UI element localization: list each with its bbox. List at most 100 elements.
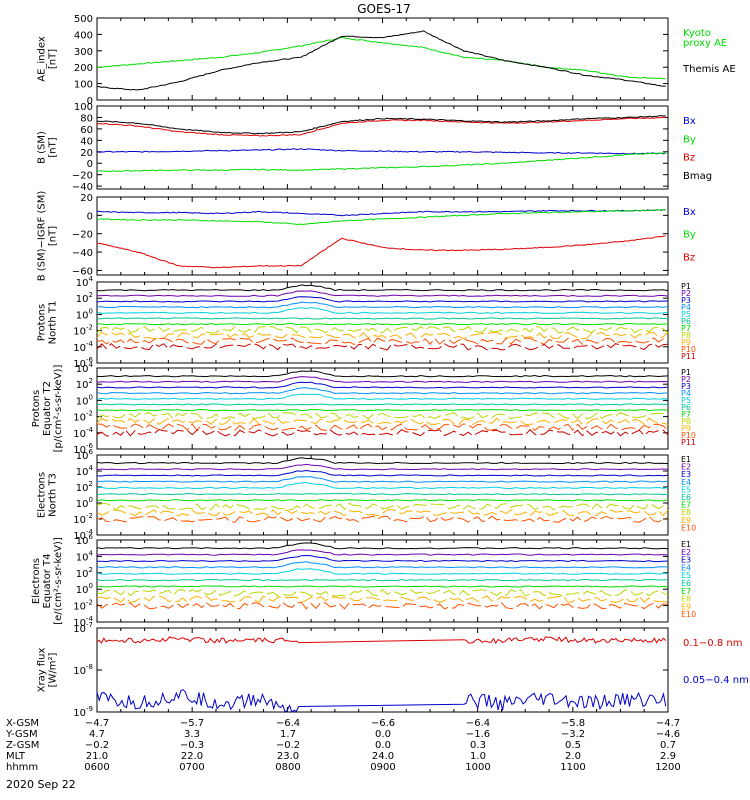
series-line-by bbox=[96, 209, 666, 226]
legend-label: P10 bbox=[681, 345, 696, 354]
x-tick-label: 4.7 bbox=[89, 729, 105, 740]
y-tick-label: −40 bbox=[72, 182, 93, 193]
x-tick-label: −1.6 bbox=[466, 729, 490, 740]
legend-label: P6 bbox=[681, 317, 691, 326]
x-row-label: Y-GSM bbox=[5, 729, 38, 740]
y-tick-label: 100 bbox=[74, 102, 93, 113]
y-tick-label: 10-8 bbox=[73, 663, 93, 677]
y-axis-label: [p/(cm²-s-sr-keV)] bbox=[53, 365, 64, 453]
x-tick-label: −3.2 bbox=[561, 729, 585, 740]
legend-label: By bbox=[683, 230, 696, 241]
y-tick-label: 400 bbox=[74, 30, 93, 41]
x-row-label: Z-GSM bbox=[6, 740, 39, 751]
legend-label: Bx bbox=[683, 116, 696, 127]
x-tick-label: 0600 bbox=[84, 762, 109, 773]
flux-line-p8 bbox=[96, 325, 669, 334]
y-tick-label: 10-2 bbox=[73, 410, 93, 424]
flux-line-e1 bbox=[96, 542, 669, 550]
panel-frame bbox=[96, 367, 669, 450]
legend-label: P5 bbox=[681, 396, 691, 405]
series-line-0-1-0-8-nm bbox=[96, 636, 667, 645]
y-axis-label: Equator T2 bbox=[42, 381, 53, 436]
legend-label: P8 bbox=[681, 417, 691, 426]
legend-label: E2 bbox=[681, 548, 691, 557]
series-line-bz bbox=[96, 235, 666, 269]
y-tick-label: 102 bbox=[76, 291, 93, 305]
legend-label: P11 bbox=[681, 352, 696, 361]
legend-label: E10 bbox=[681, 523, 696, 532]
flux-line-p1 bbox=[96, 370, 669, 378]
x-tick-label: −0.2 bbox=[276, 740, 300, 751]
flux-line-p5 bbox=[96, 307, 669, 314]
y-tick-label: 102 bbox=[76, 566, 93, 580]
flux-line-p3 bbox=[96, 296, 669, 303]
y-tick-label: −40 bbox=[72, 248, 93, 259]
legend-label: 0.05−0.4 nm bbox=[683, 675, 749, 686]
x-tick-label: 22.0 bbox=[181, 751, 203, 762]
x-axis-table: X-GSM −4.7 −5.7 −6.4 −6.6 −6.4 −5.8 −4.7 Y-GSM 4.… bbox=[5, 718, 681, 773]
y-tick-label: 10-2 bbox=[73, 324, 93, 338]
y-axis-label: B (SM) bbox=[37, 131, 48, 164]
legend-label: Bmag bbox=[683, 171, 712, 182]
x-tick-label: 0900 bbox=[370, 762, 395, 773]
flux-line-e5 bbox=[96, 568, 669, 575]
panel-frame bbox=[96, 196, 669, 276]
x-tick-label: −4.6 bbox=[656, 729, 680, 740]
chart-title: GOES-17 bbox=[357, 2, 411, 16]
y-tick-label: 104 bbox=[76, 464, 94, 478]
panel-frame bbox=[96, 105, 669, 190]
legend-label: P4 bbox=[681, 389, 691, 398]
legend-label: E4 bbox=[681, 478, 691, 487]
y-tick-label: 100 bbox=[76, 307, 93, 321]
legend-label: E5 bbox=[681, 571, 691, 580]
y-tick-label: 102 bbox=[76, 377, 93, 391]
x-tick-label: 24.0 bbox=[372, 751, 394, 762]
flux-line-e6 bbox=[96, 492, 669, 496]
flux-line-p1 bbox=[96, 284, 669, 292]
legend-label: P3 bbox=[681, 296, 691, 305]
date-label: 2020 Sep 22 bbox=[6, 778, 76, 791]
y-tick-label: −60 bbox=[72, 266, 93, 277]
flux-line-e4 bbox=[96, 561, 669, 569]
y-tick-label: 10-7 bbox=[73, 621, 93, 635]
legend-label: Themis AE bbox=[682, 64, 736, 75]
x-tick-label: 1.7 bbox=[280, 729, 296, 740]
x-tick-label: −4.7 bbox=[656, 718, 680, 729]
panel-3: 20 0 −20 −40 −60 B (SM)−IGRF (SM) [nT] Bx By Bz bbox=[37, 191, 696, 282]
x-tick-label: 3.3 bbox=[184, 729, 200, 740]
flux-line-e2 bbox=[96, 549, 669, 556]
y-axis-label: [nT] bbox=[48, 137, 59, 157]
legend-label: P1 bbox=[681, 368, 691, 377]
y-axis-label: Xray flux bbox=[37, 648, 48, 693]
legend-label: E9 bbox=[681, 516, 691, 525]
legend-label: By bbox=[683, 134, 696, 145]
y-tick-label: −20 bbox=[72, 230, 93, 241]
legend-label: E1 bbox=[681, 455, 691, 464]
y-axis-label: North T1 bbox=[48, 301, 59, 345]
flux-line-p10 bbox=[96, 337, 669, 345]
flux-line-e7 bbox=[96, 585, 669, 588]
y-axis-label: [nT] bbox=[48, 49, 59, 69]
flux-line-p2 bbox=[96, 376, 669, 383]
flux-line-e3 bbox=[96, 469, 669, 477]
flux-line-e10 bbox=[96, 515, 669, 523]
y-tick-label: 106 bbox=[76, 533, 94, 547]
legend-label: P8 bbox=[681, 331, 691, 340]
legend-label: P10 bbox=[681, 431, 696, 440]
flux-line-e9 bbox=[96, 595, 669, 604]
x-tick-label: 0.0 bbox=[375, 729, 391, 740]
flux-line-e5 bbox=[96, 481, 669, 490]
panel-frame bbox=[96, 17, 669, 101]
y-tick-label: 100 bbox=[74, 80, 93, 91]
flux-line-e2 bbox=[96, 463, 669, 471]
x-tick-label: −4.7 bbox=[85, 718, 109, 729]
legend-label: P2 bbox=[681, 375, 691, 384]
flux-line-p2 bbox=[96, 290, 669, 297]
x-tick-label: −5.8 bbox=[561, 718, 585, 729]
y-tick-label: 100 bbox=[76, 393, 93, 407]
y-tick-label: 60 bbox=[80, 125, 93, 136]
